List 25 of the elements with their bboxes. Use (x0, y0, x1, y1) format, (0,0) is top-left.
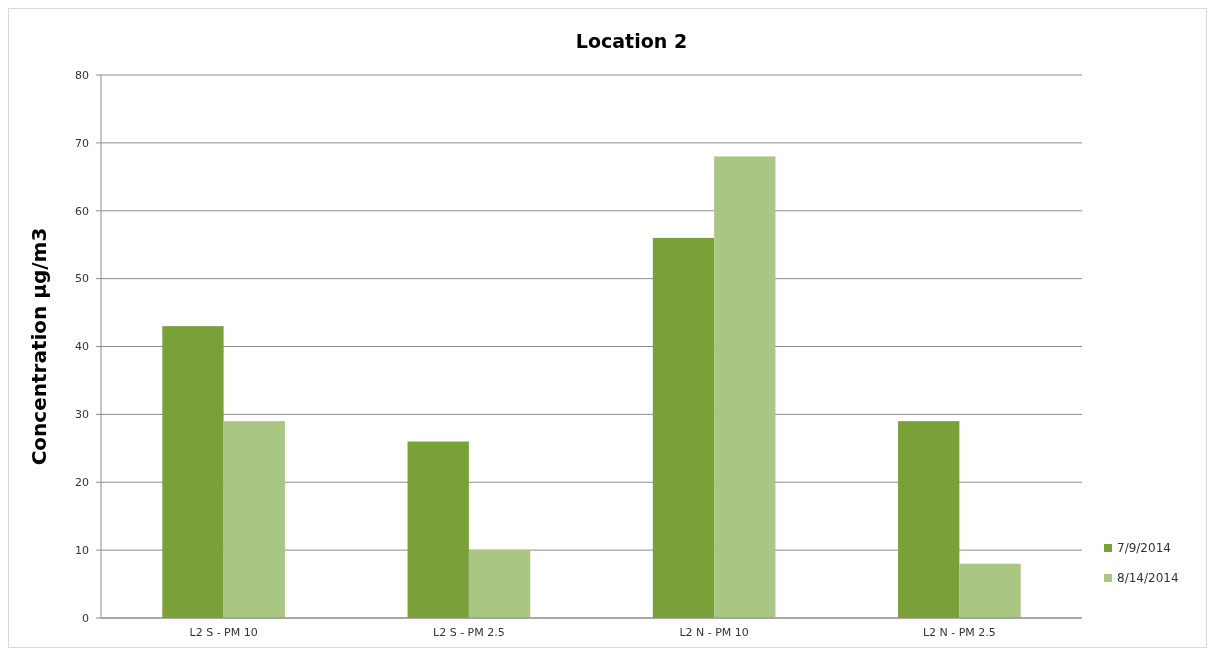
y-tick-label: 70 (75, 136, 89, 150)
bar (652, 237, 715, 618)
legend-label: 8/14/2014 (1117, 571, 1179, 586)
y-tick-label: 60 (75, 204, 89, 218)
x-tick-label: L2 S - PM 2.5 (433, 626, 505, 639)
y-tick-label: 50 (75, 272, 89, 286)
y-tick-label: 0 (82, 611, 89, 625)
y-axis-title: Concentration µg/m3 (27, 227, 51, 466)
y-tick-label: 20 (75, 476, 89, 490)
bar (959, 563, 1021, 618)
y-tick-label: 40 (75, 340, 89, 354)
bar (407, 441, 469, 618)
bar (468, 550, 531, 618)
x-tick-label: L2 S - PM 10 (189, 626, 258, 639)
x-tick-label: L2 N - PM 10 (679, 626, 749, 639)
bar (714, 156, 776, 618)
x-tick-label: L2 N - PM 2.5 (922, 626, 996, 639)
y-tick-label: 80 (75, 68, 89, 82)
y-tick-label: 10 (75, 543, 89, 557)
chart-title: Location 2 (575, 30, 688, 52)
y-tick-label: 30 (75, 408, 89, 422)
bar (162, 326, 224, 618)
bar (223, 421, 285, 618)
legend-label: 7/9/2014 (1117, 541, 1171, 556)
bar (898, 421, 960, 618)
